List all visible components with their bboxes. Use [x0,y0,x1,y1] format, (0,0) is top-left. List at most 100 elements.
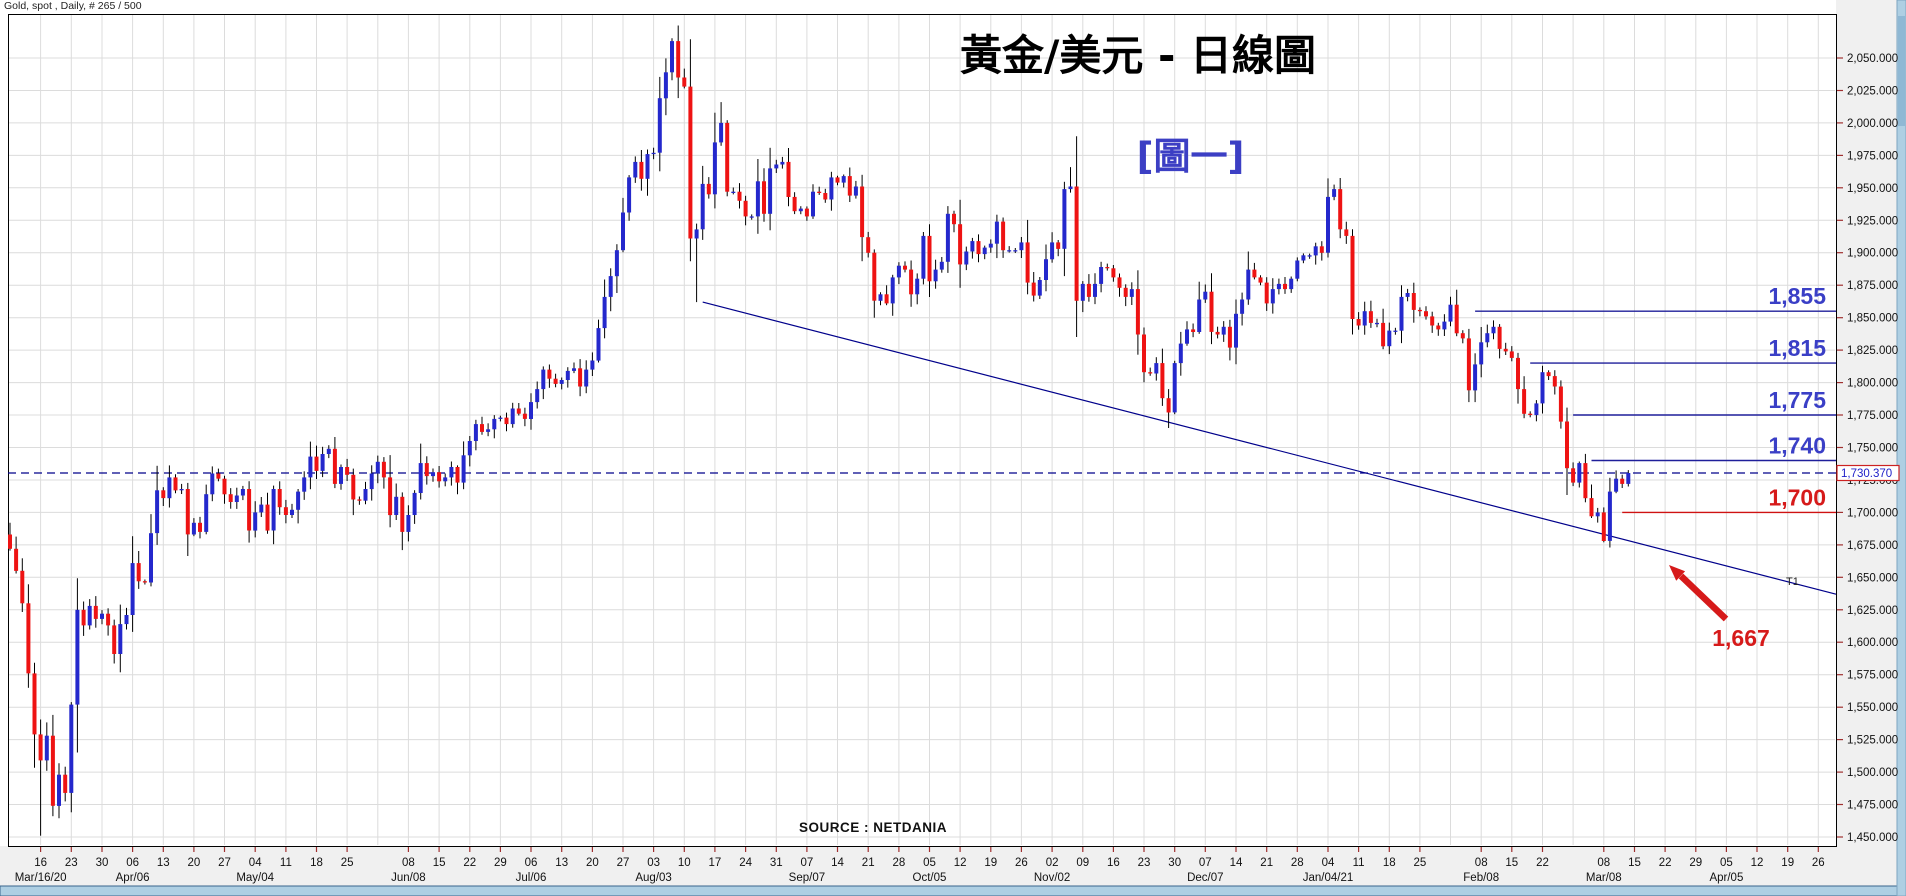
candle-body [412,492,417,515]
x-axis-day-label: 15 [1505,857,1518,869]
x-axis-day-label: 15 [433,857,446,869]
candle-body [786,161,791,197]
y-axis-label: 1,950.000 [1847,183,1898,195]
x-axis-month-label: Sep/07 [789,872,825,884]
x-axis-month-label: Jul/06 [516,872,547,884]
candle-body [1276,283,1281,290]
candle-body [792,196,797,212]
candle-body [1203,291,1208,300]
candle-body [8,534,12,549]
y-axis-label: 1,600.000 [1847,637,1898,649]
candle-body [100,613,104,619]
candle-body [1497,326,1502,349]
horizontal-scrollbar[interactable] [0,885,1898,896]
y-axis-label: 1,800.000 [1847,378,1898,390]
x-axis-day-label: 20 [586,857,599,869]
candle-body [1424,311,1428,317]
candle-body [602,296,607,329]
x-axis-day-label: 08 [402,857,415,869]
level-label-1775: 1,775 [1768,387,1826,413]
candle-body [553,378,558,384]
y-axis-label: 1,475.000 [1847,800,1898,812]
candle-body [1589,498,1594,517]
candle-body [1319,246,1324,253]
candle-body [1289,278,1294,290]
candle-body [780,161,785,165]
candle-body [578,368,583,387]
x-axis-month-label: Mar/08 [1586,872,1622,884]
candle-body [529,402,533,419]
candle-body [633,161,638,178]
level-label-1855: 1,855 [1768,283,1826,309]
candle-body [927,235,932,282]
vertical-scrollbar-thumb[interactable] [1898,16,1905,126]
vertical-scrollbar[interactable] [1896,0,1906,896]
candle-body [179,489,184,491]
candle-body [1172,363,1177,413]
x-axis-day-label: 26 [1015,857,1028,869]
candle-body [804,208,809,217]
x-axis-day-label: 18 [1383,857,1396,869]
x-axis-day-label: 29 [494,857,507,869]
candle-body [1025,242,1030,283]
candle-body [860,186,865,238]
x-axis-day-label: 04 [249,857,262,869]
candle-body [302,477,307,492]
candle-body [559,380,564,384]
candle-body [388,477,393,516]
candle-body [142,581,147,583]
x-axis-day-label: 22 [1536,857,1549,869]
candle-body [308,456,313,478]
candle-body [1086,283,1091,297]
candle-body [234,495,239,502]
candle-body [381,461,386,478]
x-axis-day-label: 25 [1414,857,1427,869]
candle-body [596,328,601,361]
candle-body [50,735,55,806]
candle-body [20,570,25,604]
candle-body [486,429,491,432]
candle-body [1197,299,1202,332]
candle-body [161,490,166,499]
candle-body [185,489,190,535]
candle-body [406,515,411,532]
candle-body [222,478,227,495]
x-axis-day-label: 12 [1751,857,1764,869]
candle-body [798,208,803,212]
candle-body [737,191,742,201]
x-axis-day-label: 18 [310,857,323,869]
candle-body [106,613,111,626]
candle-body [890,277,895,304]
x-axis-month-label: Oct/05 [913,872,947,884]
candle-body [1448,304,1453,322]
candle-body [608,276,613,297]
candle-body [670,41,674,73]
trendline-label: T1 [1786,576,1799,588]
candle-body [1001,221,1006,251]
candle-body [1270,289,1275,304]
candle-body [700,183,705,230]
x-axis-day-label: 07 [1199,857,1212,869]
figure-number-tag: [圖一] [1136,135,1245,178]
candle-body [774,164,779,169]
candle-body [1411,293,1416,310]
candle-body [1534,403,1539,416]
x-axis-day-label: 10 [678,857,691,869]
candle-body [112,625,117,654]
plot-area[interactable] [8,14,1837,847]
candle-body [768,168,773,214]
candle-body [1074,186,1079,301]
candle-body [872,252,877,301]
candle-body [645,154,650,179]
annotation-arrow-head [1669,565,1686,581]
candle-body [1565,421,1569,469]
candle-body [124,615,129,625]
candle-body [332,448,337,484]
candle-body [958,224,963,265]
candle-body [1129,289,1134,297]
candle-body [1246,269,1251,300]
candle-body [1595,512,1600,517]
candle-body [394,496,399,515]
candle-body [829,177,834,200]
